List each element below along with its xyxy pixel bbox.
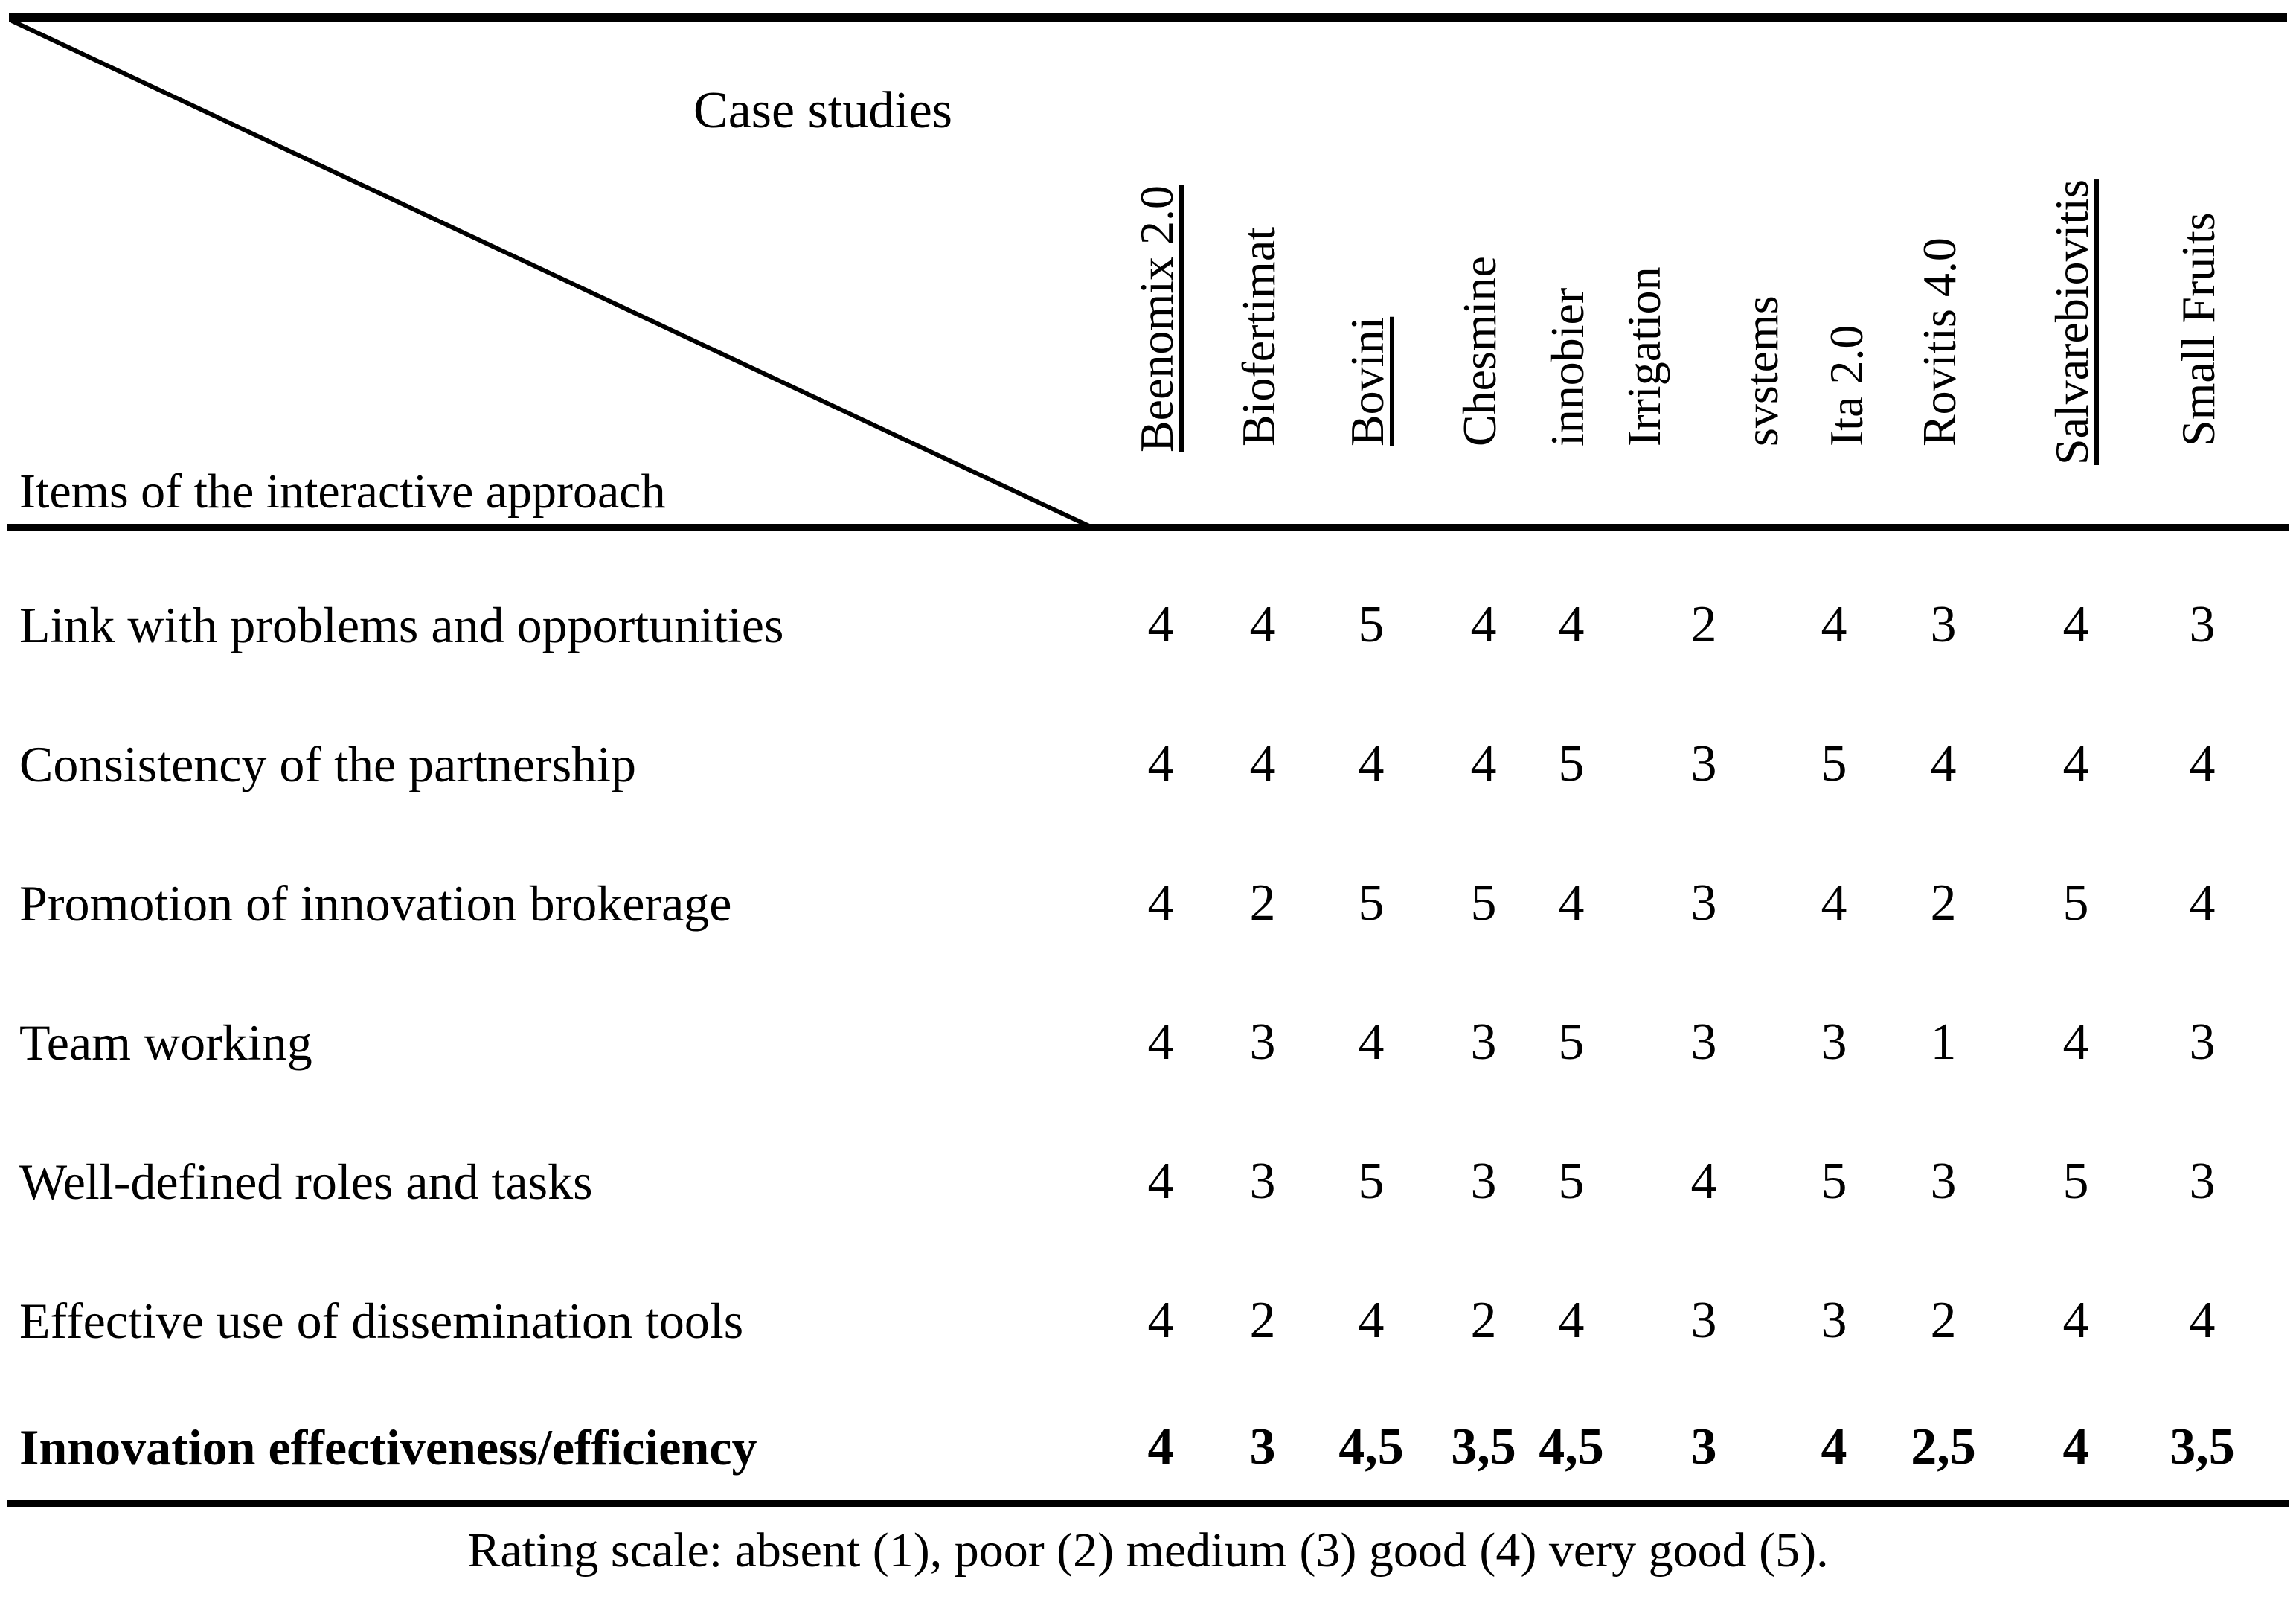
column-header-text: Biofertimat: [1232, 226, 1285, 446]
score-cell: 4,5: [1338, 1418, 1404, 1476]
score-cell: 5: [1821, 1153, 1847, 1210]
score-cell: 4: [1690, 1153, 1717, 1210]
column-header-text: Chesmine: [1453, 256, 1506, 446]
column-header-text: Salvarebiovitis: [2045, 179, 2098, 465]
score-cell: 3: [1821, 1292, 1847, 1349]
score-cell: 3: [1690, 874, 1717, 932]
row-label: Link with problems and opportunities: [19, 597, 784, 653]
score-cell: 4: [2189, 874, 2216, 932]
rating-scale-footnote: Rating scale: absent (1), poor (2) mediu…: [467, 1523, 1829, 1578]
score-cell: 3: [2189, 1013, 2216, 1071]
score-cell: 4: [1821, 596, 1847, 653]
score-cell: 4: [2189, 1292, 2216, 1349]
score-cell: 5: [1558, 1013, 1585, 1071]
score-cell: 5: [2062, 874, 2089, 932]
score-cell: 4: [1147, 1013, 1174, 1071]
score-cell: 5: [1358, 874, 1385, 932]
score-cell: 4: [2062, 735, 2089, 792]
score-cell: 4: [1147, 1153, 1174, 1210]
column-header-text: Bovini: [1341, 316, 1394, 446]
score-cell: 4: [1358, 1013, 1385, 1071]
score-cell: 3: [1470, 1153, 1497, 1210]
score-cell: 4: [2062, 1292, 2089, 1349]
score-cell: 3: [2189, 596, 2216, 653]
score-cell: 3: [1470, 1013, 1497, 1071]
score-cell: 5: [1358, 1153, 1385, 1210]
score-cell: 1: [1930, 1013, 1957, 1071]
score-cell: 4: [1821, 874, 1847, 932]
score-cell: 3: [1249, 1418, 1276, 1476]
score-cell: 4: [1470, 596, 1497, 653]
score-cell: 3,5: [2170, 1418, 2235, 1476]
score-cell: 5: [1821, 735, 1847, 792]
score-cell: 3: [1690, 735, 1717, 792]
score-cell: 4,5: [1539, 1418, 1604, 1476]
score-cell: 2,5: [1911, 1418, 1976, 1476]
score-cell: 3: [1930, 1153, 1957, 1210]
header-separator-line: [7, 524, 2289, 531]
score-cell: 2: [1470, 1292, 1497, 1349]
score-cell: 2: [1930, 1292, 1957, 1349]
score-cell: 3: [2189, 1153, 2216, 1210]
score-cell: 5: [1558, 735, 1585, 792]
score-cell: 3: [1690, 1292, 1717, 1349]
score-cell: 4: [2062, 1013, 2089, 1071]
corner-label-items: Items of the interactive approach: [19, 464, 666, 519]
corner-label-case-studies: Case studies: [693, 82, 953, 139]
score-cell: 4: [2189, 735, 2216, 792]
row-label: Innovation effectiveness/efficiency: [19, 1419, 757, 1476]
column-header-text: Rovitis 4.0: [1913, 237, 1966, 446]
score-cell: 3,5: [1451, 1418, 1516, 1476]
row-label: Effective use of dissemination tools: [19, 1293, 744, 1349]
score-cell: 5: [2062, 1153, 2089, 1210]
score-cell: 4: [1470, 735, 1497, 792]
score-cell: 3: [1249, 1153, 1276, 1210]
score-cell: 4: [1147, 1292, 1174, 1349]
score-cell: 4: [1147, 735, 1174, 792]
score-cell: 4: [2062, 1418, 2089, 1476]
score-cell: 4: [1358, 735, 1385, 792]
score-cell: 3: [1690, 1418, 1717, 1476]
score-cell: 4: [1249, 596, 1276, 653]
score-cell: 2: [1249, 1292, 1276, 1349]
score-cell: 3: [1690, 1013, 1717, 1071]
score-cell: 3: [1821, 1013, 1847, 1071]
score-cell: 4: [1558, 874, 1585, 932]
column-header-text: Ita 2.0: [1820, 324, 1873, 447]
column-header-text: Small Fruits: [2172, 212, 2225, 446]
score-cell: 4: [1558, 1292, 1585, 1349]
score-cell: 4: [1821, 1418, 1847, 1476]
score-cell: 4: [1147, 874, 1174, 932]
score-cell: 4: [1358, 1292, 1385, 1349]
score-cell: 4: [1147, 1418, 1174, 1476]
footnote-separator-line: [7, 1500, 2289, 1507]
score-cell: 4: [1558, 596, 1585, 653]
score-cell: 4: [1147, 596, 1174, 653]
score-cell: 5: [1358, 596, 1385, 653]
column-header-text: Beenomix 2.0: [1130, 185, 1183, 452]
row-label: Promotion of innovation brokerage: [19, 875, 732, 932]
row-label: Well-defined roles and tasks: [19, 1153, 593, 1210]
score-cell: 5: [1558, 1153, 1585, 1210]
score-cell: 3: [1249, 1013, 1276, 1071]
score-cell: 4: [2062, 596, 2089, 653]
column-header-text: svstems: [1735, 295, 1788, 446]
column-header-text: Irrigation: [1617, 266, 1670, 446]
score-cell: 3: [1930, 596, 1957, 653]
column-header-text: innobier: [1541, 287, 1594, 446]
score-cell: 5: [1470, 874, 1497, 932]
score-cell: 4: [1930, 735, 1957, 792]
table-top-border: [9, 13, 2287, 22]
row-label: Consistency of the partnership: [19, 736, 637, 792]
row-label: Team working: [19, 1014, 312, 1071]
score-cell: 2: [1930, 874, 1957, 932]
score-cell: 2: [1690, 596, 1717, 653]
score-cell: 4: [1249, 735, 1276, 792]
score-cell: 2: [1249, 874, 1276, 932]
